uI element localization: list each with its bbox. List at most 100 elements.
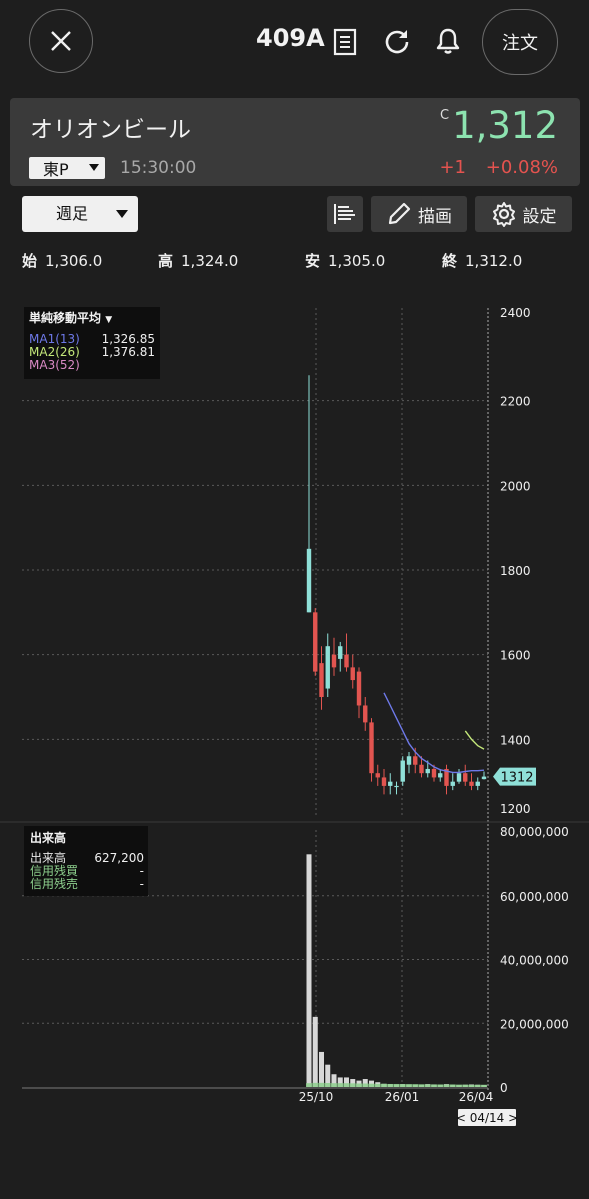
volume-legend-rows: 出来高 627,200 信用残買 - 信用残売 - [30, 852, 144, 891]
candle-body [438, 773, 443, 778]
market-value: 東P [43, 160, 69, 179]
candle-body [394, 785, 399, 788]
settings-label: 設定 [522, 206, 557, 227]
margin-buy-bar [324, 1083, 331, 1087]
candle-body [406, 756, 412, 765]
candle-body [400, 760, 405, 782]
last-price-tag-label: 1312 [500, 771, 533, 786]
margin-buy-bar [456, 1084, 462, 1087]
candles [306, 375, 487, 795]
order-button[interactable]: 注文 [482, 9, 558, 75]
cursor-date-label: < 04/14 > [456, 1111, 518, 1125]
margin-buy-bar [474, 1084, 481, 1087]
refresh-button[interactable] [384, 28, 410, 58]
margin-buy-bar [306, 1083, 312, 1087]
refresh-icon [385, 30, 409, 54]
change-percent: +0.08% [485, 157, 558, 178]
margin-buy-bar [418, 1084, 425, 1087]
candle-body [313, 612, 318, 672]
candle-body [419, 764, 424, 774]
chevron-down-icon [89, 164, 99, 171]
volume-legend-title: 出来高 [30, 831, 67, 845]
ma-legend-rows: MA1(13) 1,326.85 MA2(26) 1,376.81 MA3(52) [29, 333, 155, 372]
margin-buy-bar [343, 1083, 350, 1087]
volume-bar [344, 1077, 349, 1087]
document-button[interactable] [333, 28, 357, 60]
candle-body [356, 671, 362, 706]
margin-buy-bar [443, 1084, 450, 1087]
margin-buy-bar [349, 1083, 356, 1087]
legend-row: 出来高 627,200 [30, 852, 144, 865]
margin-buy-bar [412, 1084, 419, 1087]
margin-buy-bar [437, 1084, 444, 1087]
moving-averages [383, 692, 485, 774]
legend-row: 信用残売 - [30, 878, 144, 891]
indicator-button[interactable] [327, 196, 363, 232]
margin-buy-bar [312, 1082, 319, 1087]
margin-buy-bar [356, 1083, 362, 1087]
price-tick-label: 1400 [500, 733, 531, 747]
volume-bar [325, 1064, 331, 1087]
volume-tick-label: 40,000,000 [500, 954, 569, 968]
cursor-date-badge [458, 1109, 516, 1126]
period-select[interactable]: 週足 [22, 196, 138, 232]
document-icon [333, 28, 357, 56]
volume-tick-label: 60,000,000 [500, 890, 569, 904]
candle-body [450, 781, 455, 786]
time-axis: 25/10 26/01 26/04 < 04/14 > [299, 1090, 518, 1126]
last-price-tag-bg [493, 767, 536, 786]
stock-chart[interactable]: 2400 2200 2000 1800 1600 1400 1200 80,000,000 6… [0, 296, 589, 1136]
bell-icon [436, 28, 460, 54]
order-button-label: 注文 [502, 33, 538, 54]
candle-body [375, 773, 380, 778]
volume-bar [331, 1074, 337, 1087]
volume-axis: 80,000,000 60,000,000 40,000,000 20,000,000… [500, 825, 569, 1095]
legend-label: 信用残売 [30, 877, 79, 891]
current-price: 1,312 [452, 104, 558, 147]
margin-buy-bar [424, 1084, 431, 1087]
legend-value: - [139, 877, 144, 891]
margin-buy-bar [449, 1084, 456, 1087]
chevron-down-icon: ▼ [105, 315, 113, 325]
candle-body [369, 722, 374, 774]
volume-bar [350, 1079, 356, 1087]
settings-button[interactable]: 設定 [475, 196, 572, 232]
price-tick-label: 2400 [500, 306, 531, 320]
ma-legend-title: 単純移動平均 ▼ [29, 311, 113, 325]
candle-body [425, 768, 430, 774]
close-value: 終 1,312.0 [442, 252, 523, 270]
margin-buy-bar [337, 1083, 344, 1087]
ma-legend[interactable]: 単純移動平均 ▼ MA1(13) 1,326.85 MA2(26) 1,376.81 M… [24, 307, 160, 379]
price-axis: 2400 2200 2000 1800 1600 1400 1200 [500, 306, 531, 816]
candle-body [344, 654, 349, 668]
ticker-code: 409A [256, 24, 325, 52]
volume-bar [306, 854, 312, 1087]
chevron-down-icon [116, 210, 128, 218]
margin-buy-bar [374, 1083, 381, 1087]
ma2-line [464, 730, 485, 750]
price-change: +1 +0.08% [439, 157, 558, 178]
close-icon [51, 31, 71, 51]
draw-button[interactable]: 描画 [371, 196, 467, 232]
candle-body [444, 768, 449, 786]
margin-buy-bar [387, 1083, 394, 1087]
candle-body [463, 773, 468, 782]
price-tick-label: 1600 [500, 649, 531, 663]
volume-bar [362, 1079, 368, 1087]
candle-body [381, 777, 387, 786]
period-value: 週足 [56, 204, 89, 223]
draw-label: 描画 [418, 206, 452, 227]
market-select[interactable]: 東P [29, 157, 105, 179]
candle-body [431, 768, 437, 778]
price-prefix: C [440, 108, 450, 123]
close-button[interactable] [29, 9, 93, 73]
candle-body [350, 667, 355, 681]
legend-row: MA1(13) 1,326.85 [29, 333, 155, 346]
price-tick-label: 2200 [500, 395, 531, 409]
high-value: 高 1,324.0 [158, 252, 239, 270]
price-tick-label: 1800 [500, 564, 531, 578]
alert-button[interactable] [435, 27, 461, 59]
legend-row: MA3(52) [29, 359, 155, 372]
candle-body [319, 663, 324, 697]
volume-tick-label: 20,000,000 [500, 1017, 569, 1031]
